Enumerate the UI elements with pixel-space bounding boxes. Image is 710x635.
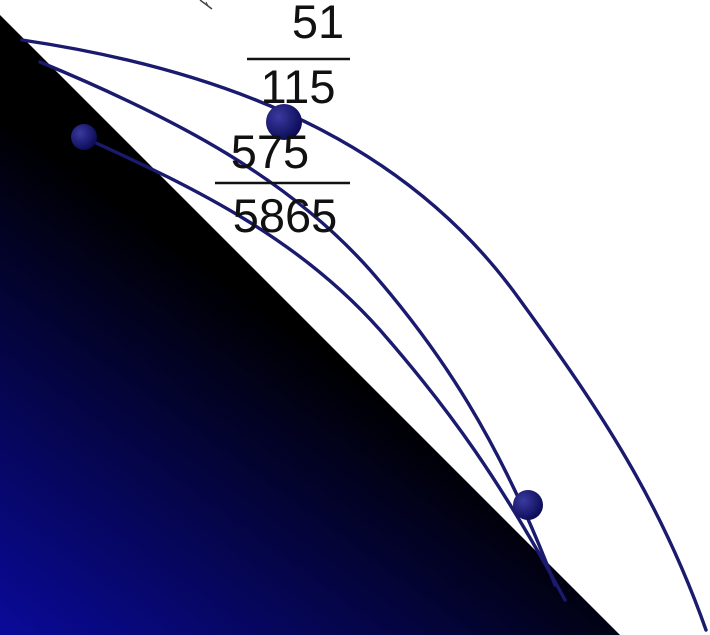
point-bottom[interactable] bbox=[513, 490, 543, 520]
fraction-1-numerator: 51 bbox=[292, 0, 344, 48]
fraction-1-denominator: 115 bbox=[261, 60, 336, 113]
inner-arc bbox=[83, 136, 567, 602]
middle-arc bbox=[38, 60, 557, 587]
cursor-icon bbox=[199, 0, 213, 10]
outer-arc bbox=[20, 38, 708, 632]
point-left[interactable] bbox=[71, 124, 97, 150]
point-top[interactable] bbox=[266, 104, 302, 140]
fraction-label-2: 575 5865 bbox=[215, 125, 350, 242]
fraction-label-1: 51 115 bbox=[247, 0, 350, 113]
fraction-2-numerator: 575 bbox=[231, 125, 309, 178]
fraction-2-denominator: 5865 bbox=[233, 189, 338, 242]
